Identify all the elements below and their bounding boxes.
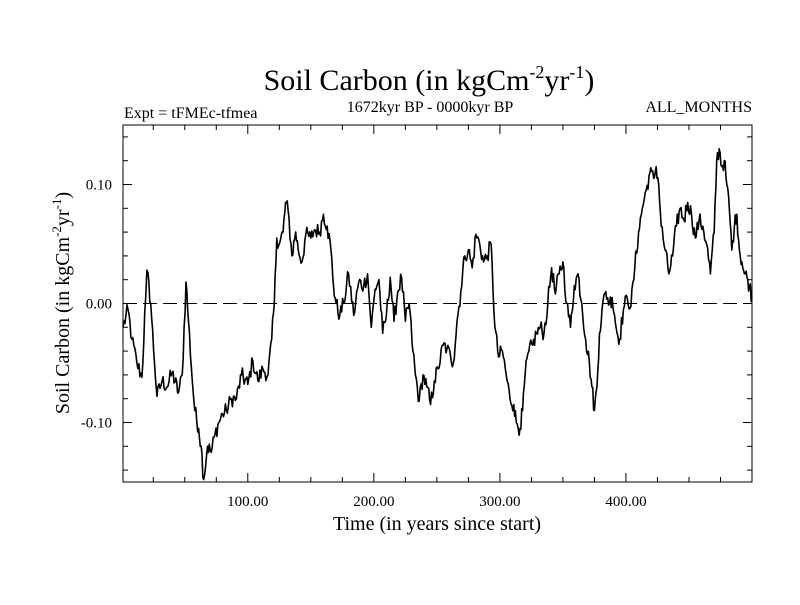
y-tick-label: -0.10 — [81, 416, 112, 432]
y-axis-title: Soil Carbon (in kgCm-2yr-1) — [49, 192, 74, 414]
x-axis-title: Time (in years since start) — [333, 513, 541, 535]
soil-carbon-series-line — [122, 148, 753, 481]
x-tick-label: 300.00 — [479, 494, 520, 510]
x-tick-label: 200.00 — [353, 494, 394, 510]
x-tick-labels: 100.00 200.00 300.00 400.00 — [227, 494, 646, 510]
axis-ticks — [123, 125, 752, 482]
y-tick-label: 0.00 — [86, 297, 112, 313]
y-tick-labels: 0.10 0.00 -0.10 — [81, 178, 112, 432]
y-tick-label: 0.10 — [86, 178, 112, 194]
period-label: 1672kyr BP - 0000kyr BP — [347, 99, 514, 116]
chart-title: Soil Carbon (in kgCm-2yr-1) — [264, 62, 595, 97]
x-tick-label: 100.00 — [227, 494, 268, 510]
experiment-label: Expt = tFMEc-tfmea — [124, 105, 257, 122]
months-label: ALL_MONTHS — [645, 99, 752, 116]
x-tick-label: 400.00 — [605, 494, 646, 510]
